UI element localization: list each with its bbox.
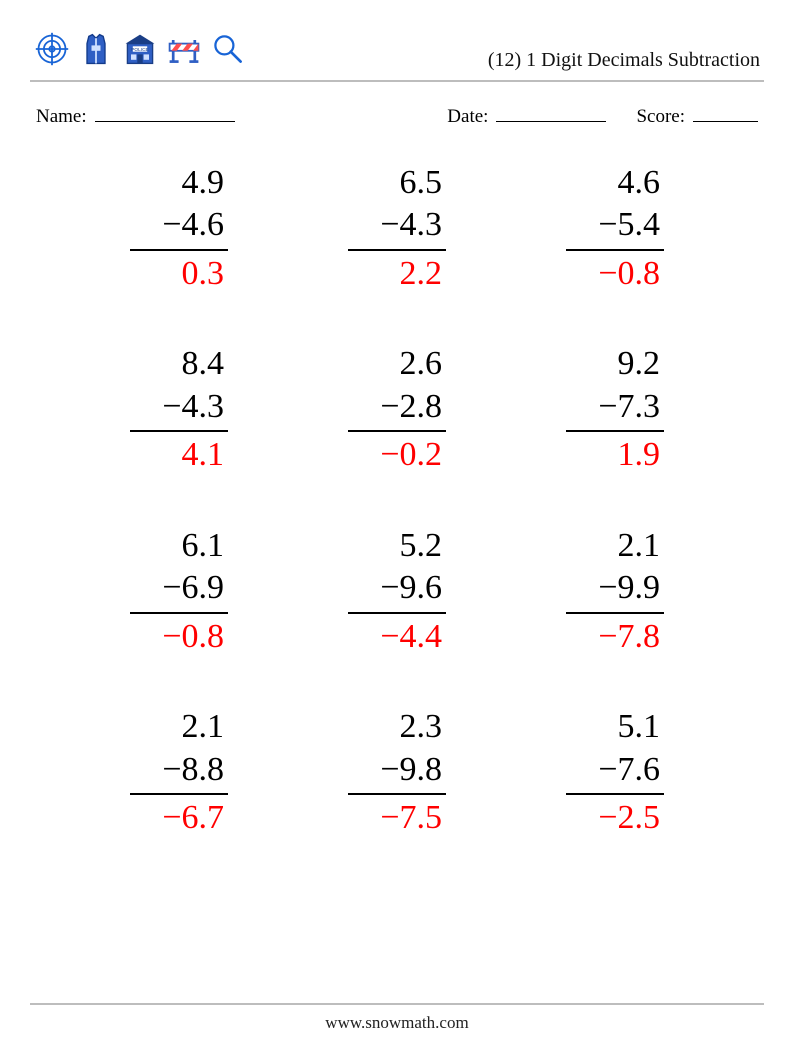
subtrahend: −7.3 [566, 386, 664, 433]
date-label: Date: [447, 106, 488, 128]
problem-6: 9.2−7.31.9 [506, 343, 724, 477]
problem-10: 2.1−8.8−6.7 [70, 706, 288, 840]
problem-stack: 4.9−4.60.3 [130, 162, 228, 296]
minuend: 5.1 [566, 706, 664, 749]
problem-stack: 2.6−2.8−0.2 [348, 343, 446, 477]
problem-stack: 2.1−9.9−7.8 [566, 525, 664, 659]
vest-icon [78, 31, 114, 72]
worksheet-title: (12) 1 Digit Decimals Subtraction [488, 49, 760, 72]
problem-12: 5.1−7.6−2.5 [506, 706, 724, 840]
minuend: 4.6 [566, 162, 664, 205]
problem-stack: 5.2−9.6−4.4 [348, 525, 446, 659]
answer: −0.8 [566, 251, 664, 296]
footer-divider [30, 1003, 764, 1005]
date-blank[interactable] [496, 100, 606, 122]
info-row: Name: Date: Score: [30, 100, 764, 138]
svg-text:POLICE: POLICE [131, 47, 148, 53]
problem-4: 8.4−4.34.1 [70, 343, 288, 477]
problem-stack: 2.1−8.8−6.7 [130, 706, 228, 840]
score-label: Score: [636, 106, 685, 128]
subtrahend: −6.9 [130, 567, 228, 614]
magnifier-icon [210, 31, 246, 72]
problems-grid: 4.9−4.60.36.5−4.32.24.6−5.4−0.88.4−4.34.… [30, 138, 764, 840]
minuend: 5.2 [348, 525, 446, 568]
answer: −0.8 [130, 614, 228, 659]
minuend: 2.1 [130, 706, 228, 749]
footer-text: www.snowmath.com [30, 1013, 764, 1033]
subtrahend: −8.8 [130, 749, 228, 796]
problem-8: 5.2−9.6−4.4 [288, 525, 506, 659]
problem-2: 6.5−4.32.2 [288, 162, 506, 296]
minuend: 4.9 [130, 162, 228, 205]
subtrahend: −4.3 [130, 386, 228, 433]
minuend: 2.3 [348, 706, 446, 749]
problem-stack: 9.2−7.31.9 [566, 343, 664, 477]
answer: 4.1 [130, 432, 228, 477]
subtrahend: −4.6 [130, 204, 228, 251]
answer: −7.8 [566, 614, 664, 659]
problem-stack: 5.1−7.6−2.5 [566, 706, 664, 840]
police-station-icon: POLICE [122, 31, 158, 72]
target-icon [34, 31, 70, 72]
score-blank[interactable] [693, 100, 758, 122]
problem-stack: 2.3−9.8−7.5 [348, 706, 446, 840]
minuend: 8.4 [130, 343, 228, 386]
subtrahend: −2.8 [348, 386, 446, 433]
barrier-icon [166, 31, 202, 72]
subtrahend: −9.8 [348, 749, 446, 796]
answer: −2.5 [566, 795, 664, 840]
answer: −4.4 [348, 614, 446, 659]
answer: −7.5 [348, 795, 446, 840]
problem-stack: 6.5−4.32.2 [348, 162, 446, 296]
problem-stack: 4.6−5.4−0.8 [566, 162, 664, 296]
name-label: Name: [36, 106, 87, 128]
problem-5: 2.6−2.8−0.2 [288, 343, 506, 477]
answer: −6.7 [130, 795, 228, 840]
minuend: 6.1 [130, 525, 228, 568]
name-field: Name: [36, 100, 235, 128]
answer: −0.2 [348, 432, 446, 477]
problem-11: 2.3−9.8−7.5 [288, 706, 506, 840]
problem-1: 4.9−4.60.3 [70, 162, 288, 296]
header-icons: POLICE [34, 31, 246, 72]
subtrahend: −9.9 [566, 567, 664, 614]
subtrahend: −9.6 [348, 567, 446, 614]
minuend: 6.5 [348, 162, 446, 205]
name-blank[interactable] [95, 100, 235, 122]
subtrahend: −4.3 [348, 204, 446, 251]
answer: 1.9 [566, 432, 664, 477]
problem-9: 2.1−9.9−7.8 [506, 525, 724, 659]
answer: 0.3 [130, 251, 228, 296]
worksheet-page: POLICE [0, 0, 794, 1053]
problem-7: 6.1−6.9−0.8 [70, 525, 288, 659]
problem-3: 4.6−5.4−0.8 [506, 162, 724, 296]
minuend: 2.6 [348, 343, 446, 386]
minuend: 9.2 [566, 343, 664, 386]
footer: www.snowmath.com [30, 1003, 764, 1033]
subtrahend: −5.4 [566, 204, 664, 251]
subtrahend: −7.6 [566, 749, 664, 796]
header-row: POLICE [30, 20, 764, 72]
minuend: 2.1 [566, 525, 664, 568]
problem-stack: 6.1−6.9−0.8 [130, 525, 228, 659]
answer: 2.2 [348, 251, 446, 296]
problem-stack: 8.4−4.34.1 [130, 343, 228, 477]
header-divider [30, 80, 764, 82]
